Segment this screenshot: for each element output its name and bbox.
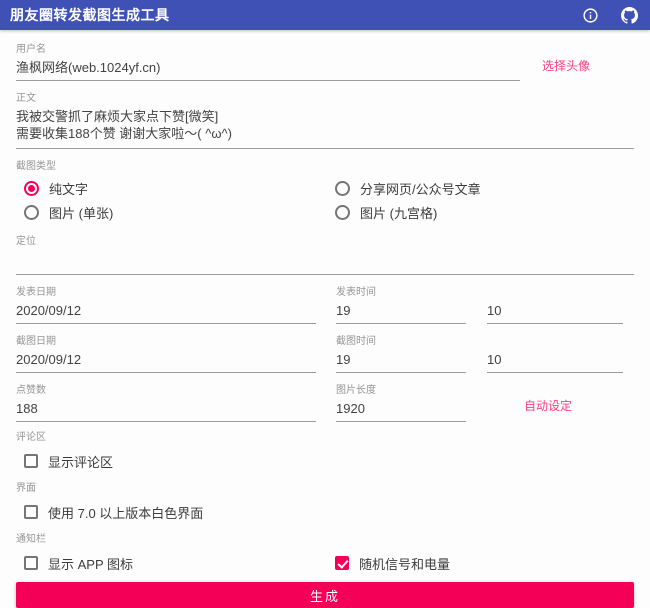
content-group: 正文 我被交警抓了麻烦大家点下赞[微笑] 需要收集188个赞 谢谢大家啦～( ^… bbox=[16, 93, 634, 149]
random-signal-label[interactable]: 随机信号和电量 bbox=[359, 556, 451, 572]
publish-time-label: 发表时间 bbox=[336, 287, 376, 298]
white-ui-option[interactable]: 使用 7.0 以上版本白色界面 bbox=[16, 500, 327, 524]
show-app-icon-label[interactable]: 显示 APP 图标 bbox=[48, 556, 134, 572]
screenshot-type-group: 截图类型 纯文字 分享网页/公众号文章 图片 (单张) bbox=[16, 161, 634, 224]
show-comments-label[interactable]: 显示评论区 bbox=[48, 454, 114, 470]
screenshot-time-label: 截图时间 bbox=[336, 336, 376, 347]
content-line-1: 我被交警抓了麻烦大家点下赞[微笑] bbox=[16, 109, 219, 124]
publish-time-hour-input[interactable] bbox=[336, 299, 466, 324]
username-input[interactable] bbox=[16, 56, 520, 81]
content-label: 正文 bbox=[16, 93, 36, 104]
screenshot-date-label: 截图日期 bbox=[16, 336, 56, 347]
publish-time-minute-input[interactable] bbox=[487, 299, 623, 324]
location-label: 定位 bbox=[16, 236, 36, 247]
info-icon[interactable] bbox=[582, 7, 599, 24]
likes-label: 点赞数 bbox=[16, 385, 46, 396]
ui-section: 界面 使用 7.0 以上版本白色界面 bbox=[16, 483, 634, 524]
location-group: 定位 bbox=[16, 236, 634, 275]
notification-label: 通知栏 bbox=[16, 534, 46, 545]
image-height-label: 图片长度 bbox=[336, 385, 376, 396]
username-group: 用户名 选择头像 bbox=[16, 44, 634, 81]
ui-label: 界面 bbox=[16, 483, 36, 494]
screenshot-time-minute-spacer bbox=[487, 336, 623, 348]
likes-input[interactable] bbox=[16, 397, 316, 422]
app-header: 朋友圈转发截图生成工具 bbox=[0, 0, 650, 30]
radio-grid-image-label[interactable]: 图片 (九宫格) bbox=[360, 205, 438, 221]
random-signal-option[interactable]: 随机信号和电量 bbox=[327, 551, 450, 575]
location-input[interactable] bbox=[16, 248, 634, 275]
content-line-2: 需要收集188个赞 谢谢大家啦～( ^ω^) bbox=[16, 126, 232, 141]
auto-set-link[interactable]: 自动设定 bbox=[524, 399, 573, 413]
white-ui-checkbox[interactable] bbox=[24, 505, 38, 519]
comments-label: 评论区 bbox=[16, 432, 46, 443]
notification-section: 通知栏 显示 APP 图标 随机信号和电量 bbox=[16, 534, 634, 575]
radio-share-article[interactable] bbox=[335, 180, 350, 196]
publish-time-minute-spacer bbox=[487, 287, 623, 299]
show-app-icon-checkbox[interactable] bbox=[24, 556, 38, 570]
screenshot-date-input[interactable] bbox=[16, 348, 316, 373]
radio-single-image-label[interactable]: 图片 (单张) bbox=[49, 205, 114, 221]
page-title: 朋友圈转发截图生成工具 bbox=[10, 7, 170, 23]
random-signal-checkbox[interactable] bbox=[335, 556, 349, 570]
image-height-input[interactable] bbox=[336, 397, 466, 422]
screenshot-time-minute-input[interactable] bbox=[487, 348, 623, 373]
likes-row: 点赞数 图片长度 自动设定 bbox=[16, 385, 634, 422]
form-page: 用户名 选择头像 正文 我被交警抓了麻烦大家点下赞[微笑] 需要收集188个赞 … bbox=[0, 30, 650, 575]
radio-single-image[interactable] bbox=[24, 204, 39, 220]
github-icon[interactable] bbox=[621, 6, 638, 24]
radio-option-pure-text[interactable]: 纯文字 bbox=[16, 176, 327, 200]
radio-option-share-article[interactable]: 分享网页/公众号文章 bbox=[327, 176, 481, 200]
show-comments-option[interactable]: 显示评论区 bbox=[16, 449, 327, 473]
publish-date-label: 发表日期 bbox=[16, 287, 56, 298]
choose-avatar-link[interactable]: 选择头像 bbox=[542, 59, 591, 73]
radio-grid-image[interactable] bbox=[335, 204, 350, 220]
radio-pure-text-label[interactable]: 纯文字 bbox=[49, 181, 89, 197]
app-icon-option[interactable]: 显示 APP 图标 bbox=[16, 551, 327, 575]
generate-button[interactable]: 生成 bbox=[16, 582, 634, 608]
content-textarea[interactable]: 我被交警抓了麻烦大家点下赞[微笑] 需要收集188个赞 谢谢大家啦～( ^ω^) bbox=[16, 105, 634, 149]
radio-option-single-image[interactable]: 图片 (单张) bbox=[16, 200, 327, 224]
screenshot-time-hour-input[interactable] bbox=[336, 348, 466, 373]
publish-date-input[interactable] bbox=[16, 299, 316, 324]
radio-pure-text[interactable] bbox=[24, 180, 39, 196]
username-label: 用户名 bbox=[16, 44, 46, 55]
show-comments-checkbox[interactable] bbox=[24, 454, 38, 468]
radio-option-grid-image[interactable]: 图片 (九宫格) bbox=[327, 200, 437, 224]
screenshot-type-label: 截图类型 bbox=[16, 161, 56, 172]
comments-section: 评论区 显示评论区 bbox=[16, 432, 634, 473]
radio-share-article-label[interactable]: 分享网页/公众号文章 bbox=[360, 181, 481, 197]
white-ui-label[interactable]: 使用 7.0 以上版本白色界面 bbox=[48, 505, 204, 521]
screenshot-row: 截图日期 截图时间 bbox=[16, 336, 634, 373]
publish-row: 发表日期 发表时间 bbox=[16, 287, 634, 324]
